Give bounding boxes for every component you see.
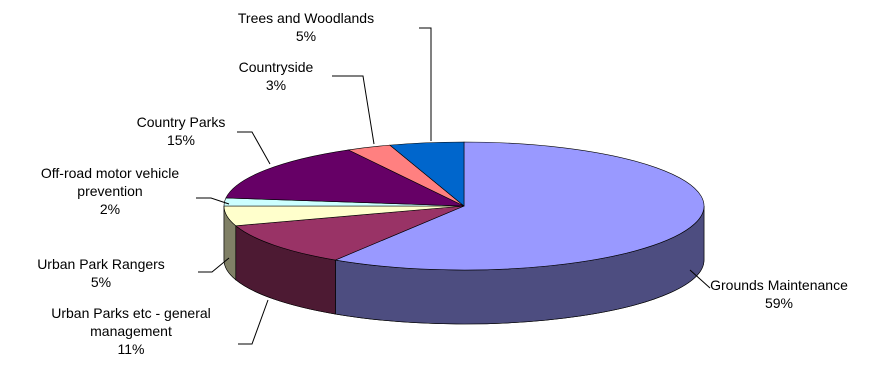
leader-line-grounds-maintenance — [689, 269, 711, 289]
data-label-percent: 15% — [167, 132, 195, 148]
data-label-off-road-motor-vehicle-prevention: Off-road motor vehicle prevention 2% — [41, 165, 179, 217]
pie-slice-country-parks[interactable] — [225, 149, 465, 207]
data-label-percent: 5% — [91, 274, 111, 290]
leader-line-trees-and-woodlands — [419, 27, 432, 141]
data-label-countryside: Countryside 3% — [239, 59, 314, 93]
data-label-name: management — [90, 323, 172, 339]
leader-line-urban-park-rangers — [198, 257, 230, 273]
leader-line-urban-parks-etc-general-management — [238, 299, 269, 345]
data-label-name: Grounds Maintenance — [710, 277, 848, 293]
data-label-name: prevention — [77, 183, 142, 199]
data-label-percent: 5% — [296, 28, 316, 44]
data-label-urban-park-rangers: Urban Park Rangers 5% — [37, 256, 165, 290]
pie-slice-grounds-maintenance[interactable] — [334, 141, 705, 271]
data-label-grounds-maintenance: Grounds Maintenance 59% — [710, 277, 848, 311]
data-label-percent: 3% — [266, 77, 286, 93]
leader-line-countryside — [332, 75, 375, 145]
leader-line-off-road-motor-vehicle-prevention — [196, 197, 230, 205]
data-label-percent: 2% — [100, 201, 120, 217]
data-label-name: Country Parks — [137, 114, 226, 130]
data-label-name: Trees and Woodlands — [238, 10, 374, 26]
data-label-name: Urban Park Rangers — [37, 256, 165, 272]
pie-slice-urban-parks-etc-general-management[interactable] — [234, 205, 465, 261]
leader-line-country-parks — [237, 131, 271, 165]
data-label-name: Urban Parks etc - general — [51, 305, 211, 321]
data-label-percent: 59% — [765, 295, 793, 311]
data-label-trees-and-woodlands: Trees and Woodlands 5% — [238, 10, 374, 44]
pie-slice-trees-and-woodlands[interactable] — [389, 141, 465, 207]
data-label-name: Countryside — [239, 59, 314, 75]
data-label-name: Off-road motor vehicle — [41, 165, 179, 181]
data-label-country-parks: Country Parks 15% — [137, 114, 226, 148]
data-label-percent: 11% — [118, 341, 145, 357]
data-label-urban-parks-etc-general-management: Urban Parks etc - general management 11% — [51, 305, 211, 357]
